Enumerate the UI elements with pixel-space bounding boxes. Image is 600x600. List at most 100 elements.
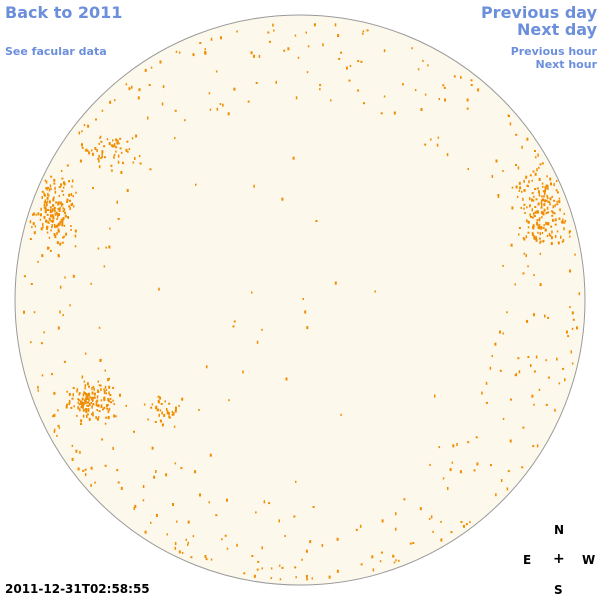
facula-point	[155, 405, 158, 408]
facula-point	[104, 385, 107, 389]
facula-point	[374, 290, 376, 293]
facula-point	[46, 213, 49, 216]
facula-point	[68, 180, 70, 183]
facula-point	[132, 161, 135, 164]
facula-point	[502, 417, 505, 420]
facula-point	[70, 406, 73, 409]
facula-point	[91, 386, 93, 390]
facula-point	[90, 282, 92, 285]
facula-point	[502, 264, 504, 267]
see-facular-data-link[interactable]: See facular data	[5, 45, 107, 58]
facula-point	[557, 191, 559, 194]
facula-point	[251, 291, 253, 294]
compass-west-label: W	[582, 553, 596, 567]
facula-point	[70, 204, 73, 206]
facula-point	[57, 326, 60, 330]
facula-point	[62, 236, 65, 239]
facula-point	[108, 391, 110, 395]
facula-point	[168, 415, 170, 419]
facula-point	[50, 229, 52, 232]
previous-day-link[interactable]: Previous day	[480, 3, 597, 22]
previous-hour-link[interactable]: Previous hour	[510, 45, 597, 58]
facula-point	[554, 234, 557, 238]
facula-point	[37, 260, 39, 263]
facula-point	[178, 404, 180, 407]
back-to-year-link[interactable]: Back to 2011	[5, 3, 123, 22]
facula-point	[41, 196, 43, 199]
facula-point	[539, 283, 542, 287]
facula-point	[62, 219, 64, 222]
facula-point	[534, 150, 536, 152]
facula-point	[538, 388, 541, 391]
facula-point	[80, 419, 83, 423]
facula-point	[563, 227, 565, 231]
facula-point	[174, 542, 177, 545]
facula-point	[151, 446, 154, 450]
facula-point	[74, 245, 77, 248]
facula-point	[161, 411, 163, 415]
facula-point	[166, 412, 169, 415]
facula-point	[57, 201, 60, 205]
facula-point	[56, 211, 58, 215]
facula-point	[144, 68, 147, 72]
facula-point	[116, 141, 119, 145]
facula-point	[523, 189, 525, 192]
facula-point	[253, 54, 255, 58]
facula-point	[159, 419, 162, 423]
facula-point	[107, 410, 110, 414]
facula-point	[78, 403, 81, 406]
facula-point	[506, 311, 508, 314]
facula-point	[558, 197, 561, 200]
facula-point	[541, 216, 543, 219]
facula-point	[59, 201, 62, 204]
facula-point	[47, 192, 49, 196]
facula-point	[210, 37, 213, 41]
facula-point	[438, 98, 440, 100]
facula-point	[497, 195, 500, 199]
facula-point	[174, 409, 177, 413]
facula-point	[40, 207, 42, 211]
facula-point	[46, 226, 49, 228]
facula-point	[70, 225, 72, 227]
facula-point	[74, 234, 77, 238]
facula-point	[43, 192, 45, 196]
facula-point	[106, 138, 109, 141]
facula-point	[510, 243, 513, 247]
facula-point	[68, 392, 71, 396]
facula-point	[69, 207, 71, 210]
facula-point	[546, 196, 549, 200]
next-day-link[interactable]: Next day	[517, 20, 597, 39]
facula-point	[547, 376, 550, 379]
facula-point	[85, 410, 88, 413]
facula-point	[96, 417, 99, 421]
facula-point	[68, 399, 71, 402]
facula-point	[113, 153, 116, 156]
next-hour-link[interactable]: Next hour	[535, 58, 598, 71]
facula-point	[467, 441, 470, 444]
facula-point	[112, 145, 115, 148]
facula-point	[166, 408, 168, 411]
facula-point	[572, 318, 575, 321]
facula-point	[71, 397, 74, 400]
facula-point	[63, 360, 66, 363]
facula-point	[523, 203, 526, 206]
facula-point	[502, 170, 504, 172]
facula-point	[100, 140, 103, 143]
facula-point	[417, 68, 420, 71]
facula-point	[357, 89, 360, 92]
facula-point	[104, 369, 106, 372]
facula-point	[549, 177, 552, 181]
facula-point	[194, 470, 197, 474]
facula-point	[334, 281, 337, 285]
facula-point	[305, 31, 307, 34]
facula-point	[539, 232, 541, 236]
facula-point	[554, 408, 556, 412]
facula-point	[537, 202, 540, 206]
facula-point	[84, 473, 87, 477]
facula-point	[79, 408, 81, 412]
facula-point	[68, 401, 71, 404]
facula-point	[546, 206, 549, 210]
facula-point	[93, 392, 96, 396]
facula-point	[71, 457, 74, 461]
facula-point	[269, 40, 271, 43]
